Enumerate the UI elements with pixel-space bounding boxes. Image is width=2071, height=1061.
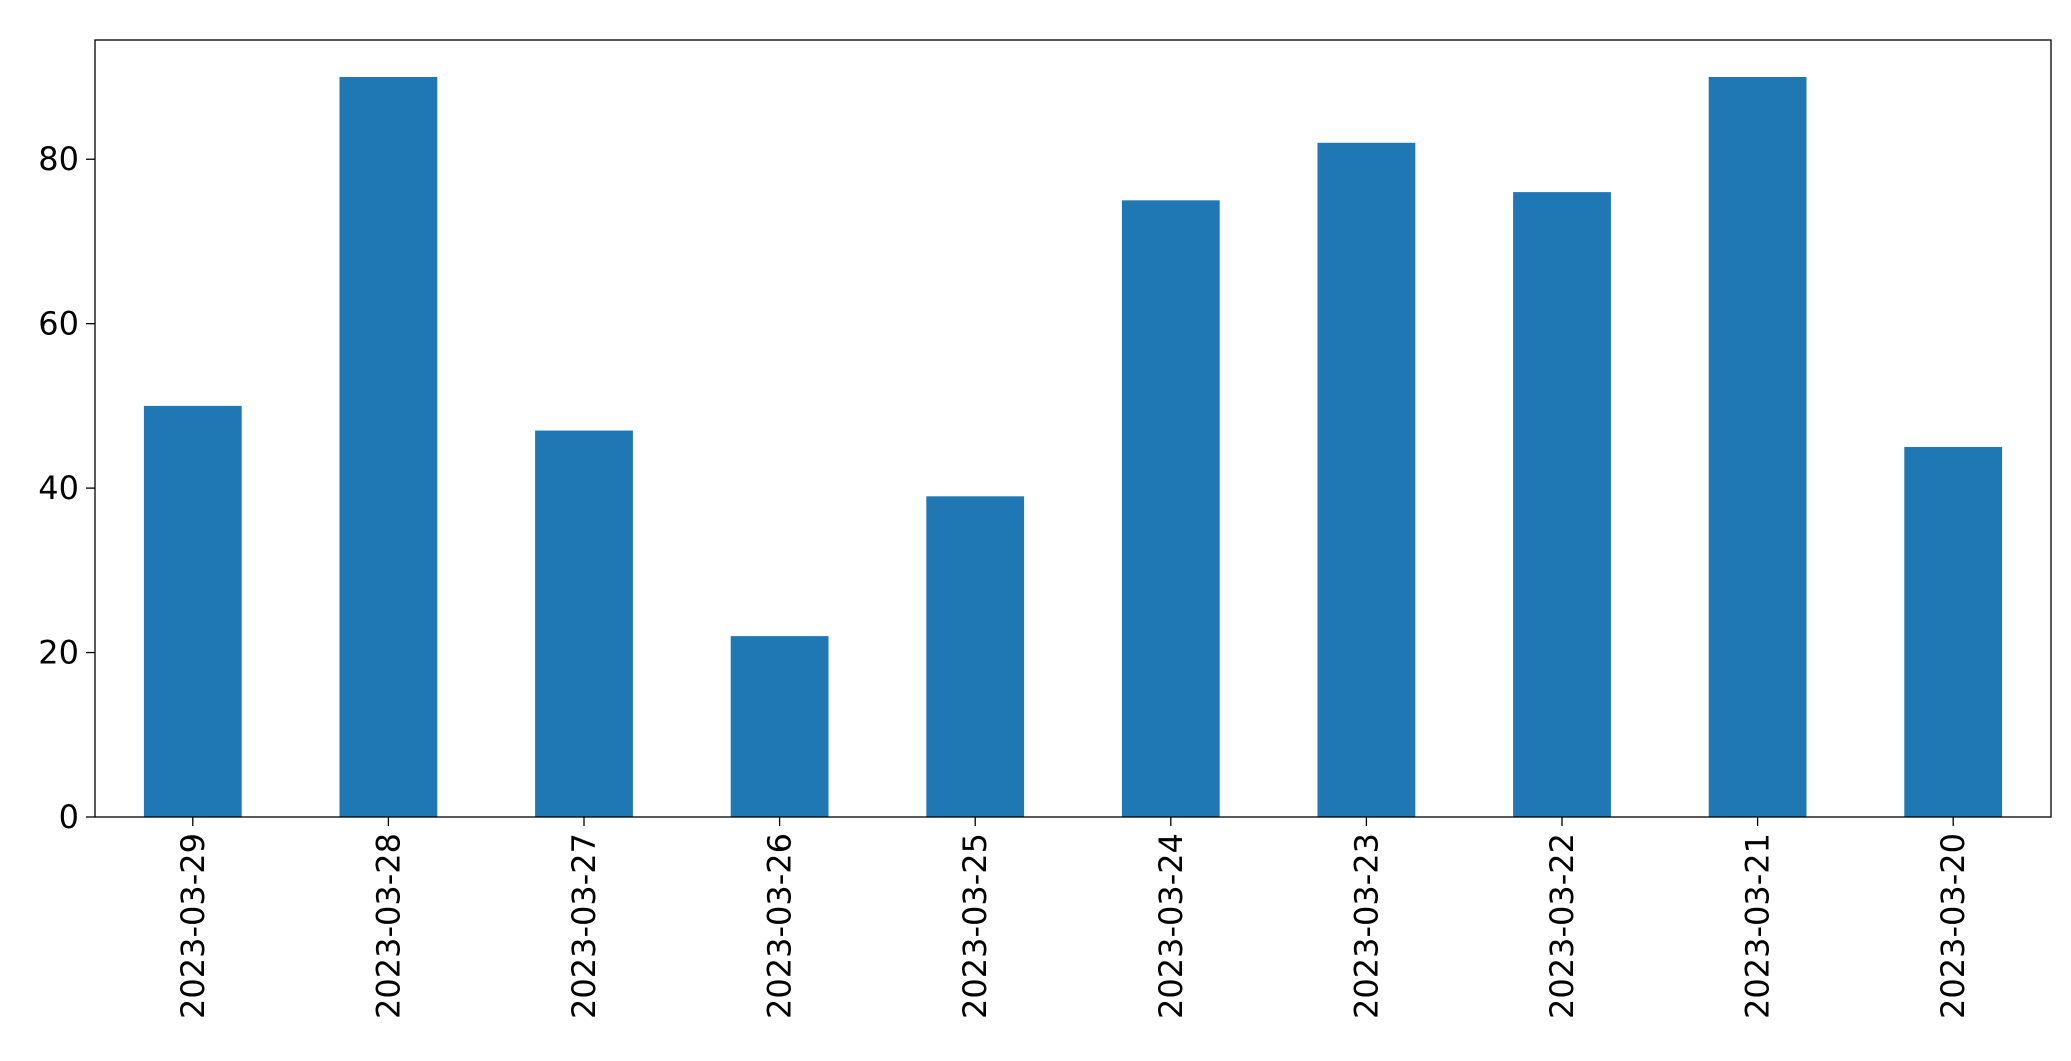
- x-tick-label: 2023-03-22: [1543, 833, 1581, 1019]
- bar: [535, 430, 633, 817]
- x-tick-label: 2023-03-21: [1739, 833, 1777, 1019]
- x-tick-label: 2023-03-27: [565, 833, 603, 1019]
- bar: [1904, 447, 2003, 817]
- x-tick-label: 2023-03-23: [1347, 833, 1385, 1019]
- bar: [339, 77, 438, 817]
- x-tick-label: 2023-03-24: [1152, 833, 1190, 1019]
- bar: [1121, 200, 1220, 818]
- bar: [730, 636, 829, 817]
- x-tick-label: 2023-03-28: [369, 833, 407, 1019]
- x-tick-label: 2023-03-25: [956, 833, 994, 1019]
- x-tick-label: 2023-03-20: [1934, 833, 1972, 1019]
- y-tick-label: 40: [38, 469, 79, 507]
- x-tick-label: 2023-03-26: [761, 833, 799, 1019]
- y-tick-label: 80: [38, 140, 79, 178]
- bar: [1708, 77, 1807, 817]
- bar: [926, 496, 1025, 817]
- bar: [1317, 142, 1416, 817]
- y-tick-label: 60: [38, 305, 79, 343]
- y-tick-label: 0: [59, 798, 79, 836]
- bar: [143, 405, 242, 817]
- y-tick-label: 20: [38, 634, 79, 672]
- x-tick-label: 2023-03-29: [174, 833, 212, 1019]
- plot-frame: [94, 39, 2052, 818]
- bar: [1513, 192, 1611, 818]
